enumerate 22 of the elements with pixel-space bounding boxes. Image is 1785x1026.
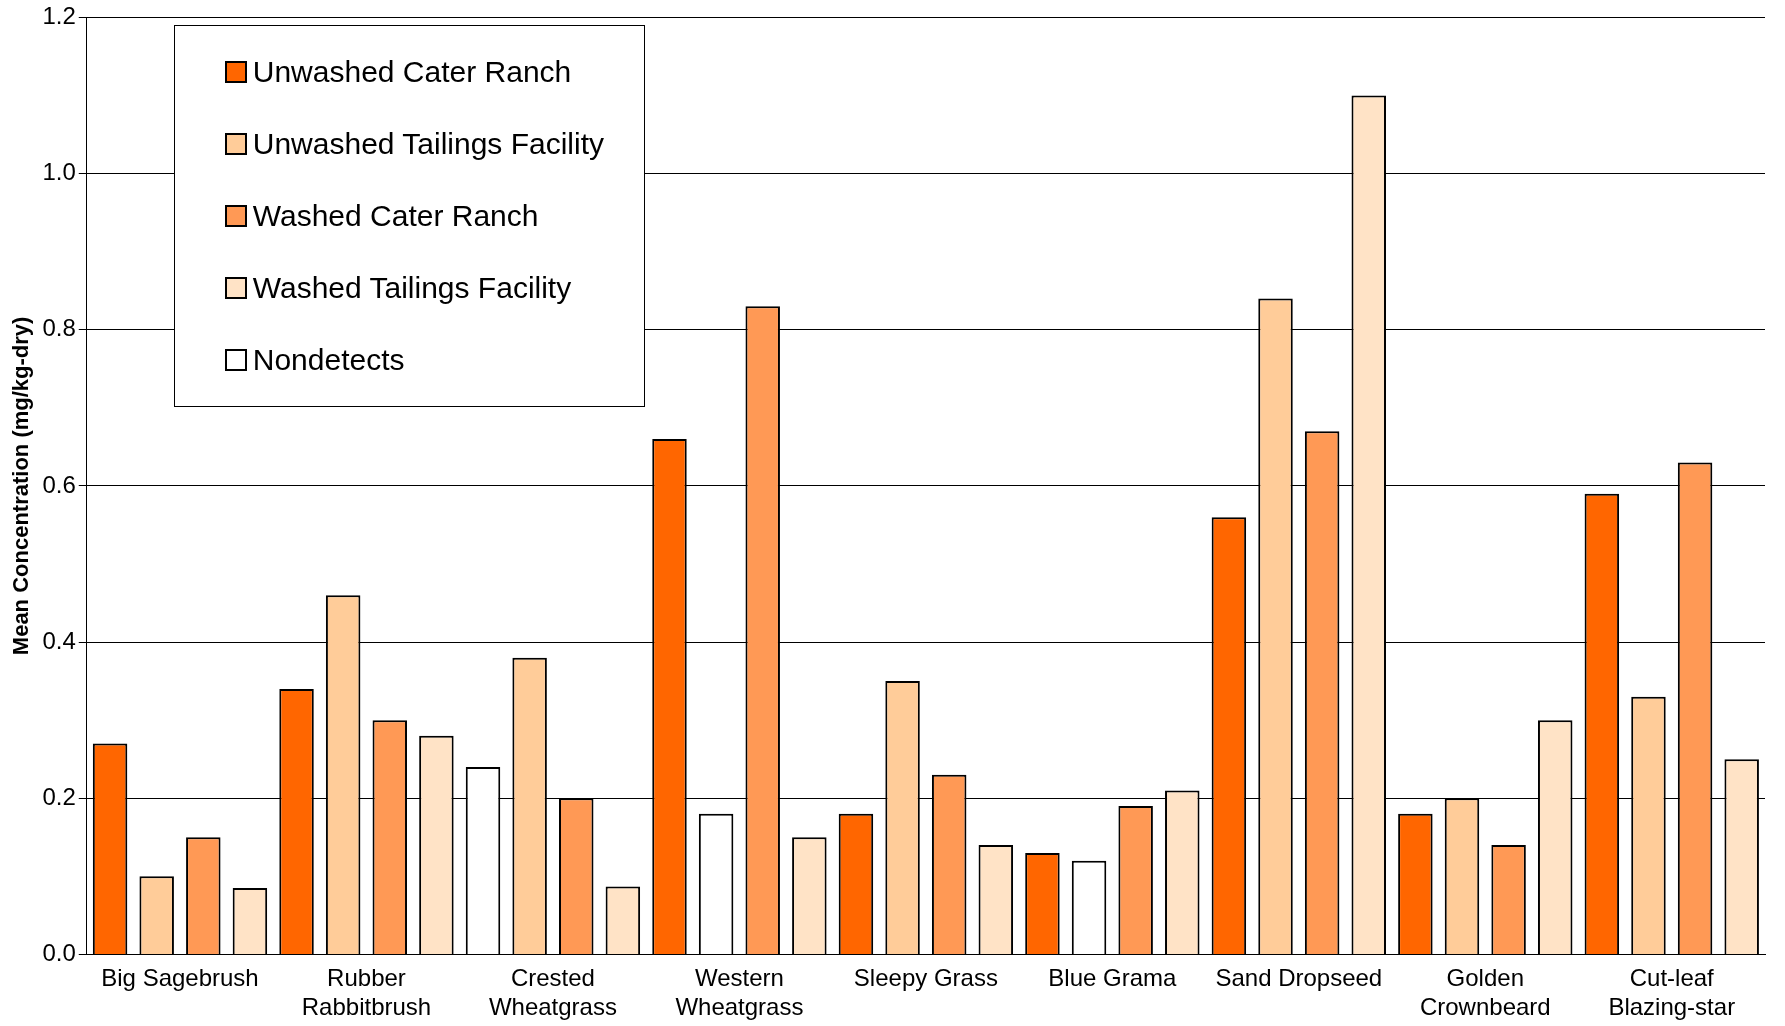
legend-label: Washed Tailings Facility	[252, 271, 572, 306]
y-axis-title: Mean Concentration (mg/kg-dry)	[8, 316, 34, 656]
legend-label: Nondetects	[252, 343, 405, 378]
x-tick-label: Big Sagebrush	[101, 964, 259, 992]
y-tick-label: 0.0	[42, 939, 76, 967]
legend-label: Washed Cater Ranch	[252, 199, 539, 234]
x-tick-label: Cut-leaf Blazing-star	[1608, 964, 1736, 1021]
x-tick-label: Rubber Rabbitbrush	[301, 964, 432, 1021]
y-tick-label: 0.2	[42, 782, 76, 810]
x-tick-label: Blue Grama	[1048, 964, 1178, 992]
legend-label: Unwashed Cater Ranch	[252, 55, 572, 90]
x-tick-label: Crested Wheatgrass	[488, 964, 617, 1021]
y-tick-label: 1.0	[42, 158, 76, 186]
legend-label: Unwashed Tailings Facility	[252, 127, 605, 162]
x-tick-label: Sleepy Grass	[853, 964, 998, 992]
x-tick-label: Western Wheatgrass	[675, 964, 804, 1021]
y-tick-label: 0.4	[42, 626, 76, 654]
x-tick-label: Golden Crownbeard	[1419, 964, 1551, 1021]
x-tick-label: Sand Dropseed	[1215, 964, 1383, 992]
y-tick-label: 0.6	[42, 470, 76, 498]
y-tick-label: 1.2	[42, 2, 76, 30]
y-tick-label: 0.8	[42, 314, 76, 342]
